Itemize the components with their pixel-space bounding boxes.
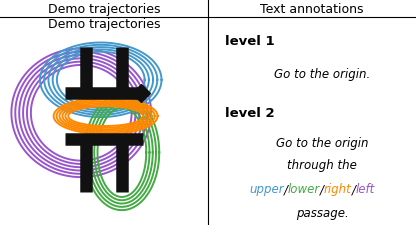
Text: upper: upper <box>249 182 284 196</box>
Text: left: left <box>356 182 375 196</box>
Text: level 1: level 1 <box>225 35 274 47</box>
Text: Go to the origin.: Go to the origin. <box>274 68 371 81</box>
Text: level 2: level 2 <box>225 107 274 120</box>
Text: Demo trajectories: Demo trajectories <box>48 18 160 31</box>
Text: /: / <box>320 182 324 196</box>
Text: /: / <box>284 182 288 196</box>
Text: through the: through the <box>287 159 357 172</box>
Text: right: right <box>324 182 352 196</box>
Text: Demo trajectories: Demo trajectories <box>48 2 160 16</box>
Text: /: / <box>352 182 356 196</box>
Text: passage.: passage. <box>296 206 349 219</box>
Text: Text annotations: Text annotations <box>260 2 364 16</box>
Text: lower: lower <box>288 182 320 196</box>
Text: Go to the origin: Go to the origin <box>276 136 369 149</box>
